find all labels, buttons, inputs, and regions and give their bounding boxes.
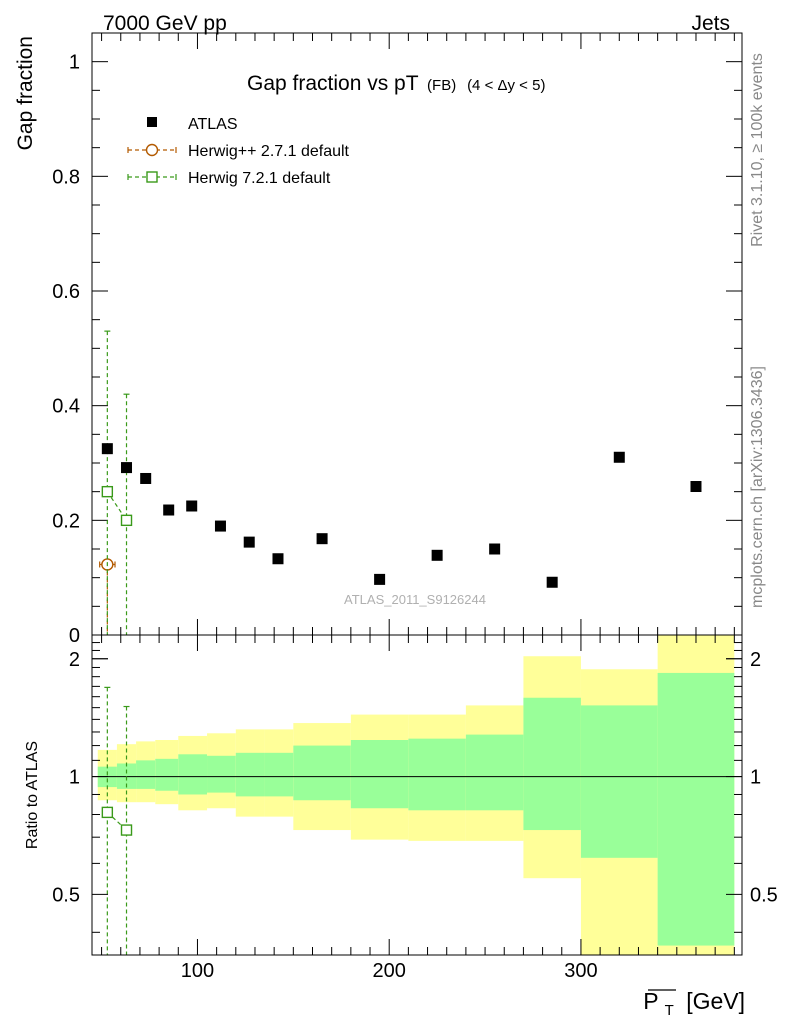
mcplots-label: mcplots.cern.ch [arXiv:1306.3436] (749, 366, 766, 608)
herwig7-point (120, 514, 133, 527)
ratio-uncertainty-band-inner (264, 752, 294, 797)
chart-title-main: Gap fraction vs pT (247, 72, 419, 95)
ratio-y-tick-label: 1 (69, 767, 80, 789)
x-tick-label: 300 (564, 960, 597, 982)
main-y-tick-label: 0.4 (52, 396, 80, 418)
ratio-uncertainty-band-inner (580, 705, 658, 858)
x-tick-label: 200 (373, 960, 406, 982)
atlas-data-point (140, 472, 152, 484)
atlas-data-point (374, 573, 386, 585)
ratio-uncertainty-band-inner (178, 754, 208, 795)
x-axis-label-subscript: T (665, 1002, 674, 1019)
legend-atlas-marker (147, 117, 157, 127)
main-y-tick-label: 0.6 (52, 281, 80, 303)
atlas-data-point (214, 520, 226, 532)
main-plot-panel: 0 0.2 0.4 0.6 0.8 1 ATLAS_2011_S9126244 Gap f… (52, 32, 743, 647)
legend-atlas-label: ATLAS (188, 116, 238, 133)
watermark-analysis-id: ATLAS_2011_S9126244 (344, 592, 486, 607)
ratio-uncertainty-band-inner (523, 697, 581, 831)
ratio-uncertainty-band-inner (465, 734, 524, 811)
atlas-data-point (316, 533, 328, 545)
rivet-version-label: Rivet 3.1.10, ≥ 100k events (749, 53, 766, 247)
header-energy-label: 7000 GeV pp (103, 12, 227, 35)
atlas-data-point (489, 543, 501, 555)
herwig7-point (101, 485, 114, 498)
x-tick-label: 100 (181, 960, 214, 982)
atlas-data-point (163, 504, 175, 516)
atlas-data-point (243, 536, 255, 548)
atlas-data-point (272, 553, 284, 565)
main-y-tick-label: 0.2 (52, 510, 80, 532)
chart-title-suffix: (FB) (427, 77, 456, 94)
header-process-label: Jets (691, 12, 730, 35)
atlas-data-point (121, 462, 133, 474)
ratio-y-tick-label-right: 1 (750, 767, 761, 789)
ratio-herwig7-point (120, 824, 133, 836)
ratio-uncertainty-band-inner (350, 740, 409, 809)
legend-herwigpp-marker (145, 143, 159, 157)
legend-herwig7-label: Herwig 7.2.1 default (188, 170, 331, 187)
ratio-uncertainty-band-inner (155, 758, 179, 791)
ratio-uncertainty-band-inner (657, 672, 735, 946)
ratio-herwig7-point (101, 806, 114, 819)
x-axis-label-main: P (643, 988, 658, 1014)
chart-title: Gap fraction vs pT (FB) (4 < Δy < 5) (247, 72, 545, 95)
legend: ATLAS Herwig++ 2.7.1 default Herwig 7.2.… (127, 116, 350, 187)
atlas-data-point (613, 451, 625, 463)
ratio-uncertainty-band-inner (207, 755, 236, 793)
chart-title-range: (4 < Δy < 5) (467, 77, 545, 94)
ratio-y-tick-label: 2 (69, 649, 80, 671)
x-axis-label: P T [GeV] (643, 988, 745, 1020)
ratio-plot-panel: 0.5 0.5 1 1 2 2 100 200 300 (52, 634, 778, 982)
ratio-plot-frame (91, 634, 743, 956)
atlas-data-point (186, 500, 198, 512)
ratio-uncertainty-band-inner (293, 745, 351, 801)
ratio-y-tick-label-right: 2 (750, 649, 761, 671)
legend-herwig7-marker (146, 171, 158, 183)
main-y-tick-label: 0.8 (52, 166, 80, 188)
atlas-data-point (431, 549, 443, 561)
ratio-uncertainty-band-inner (136, 760, 156, 789)
ratio-y-tick-label: 0.5 (52, 884, 80, 906)
atlas-data-point (690, 481, 702, 493)
ratio-uncertainty-band-inner (235, 752, 265, 797)
atlas-data-point (101, 443, 113, 455)
legend-herwigpp-label: Herwig++ 2.7.1 default (188, 143, 350, 160)
ratio-y-tick-label-right: 0.5 (750, 884, 778, 906)
main-y-tick-label: 1 (69, 52, 80, 74)
main-y-axis-label: Gap fraction (14, 36, 37, 150)
main-y-tick-label: 0 (69, 625, 80, 647)
ratio-uncertainty-band-inner (408, 738, 466, 811)
atlas-data-point (546, 576, 558, 588)
x-axis-label-unit: [GeV] (686, 988, 745, 1014)
ratio-y-axis-label: Ratio to ATLAS (24, 741, 41, 849)
